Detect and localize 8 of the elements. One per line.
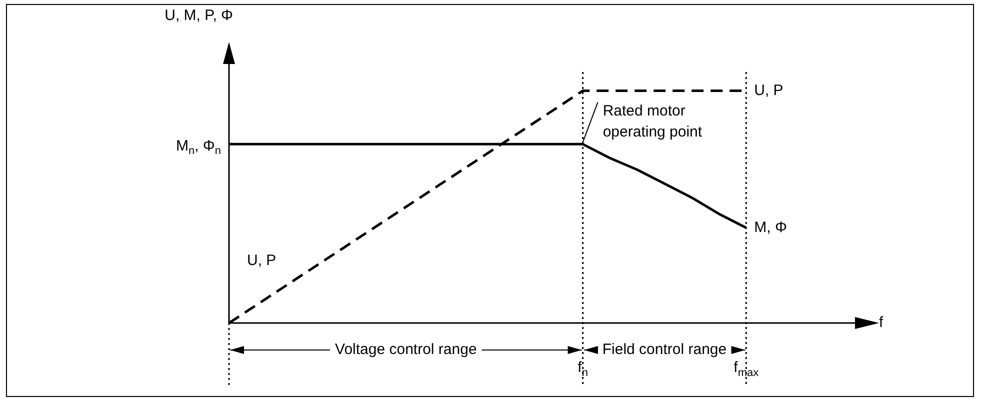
text: Voltage control range bbox=[335, 341, 477, 358]
annotation: Rated motor operating point bbox=[602, 102, 703, 140]
x-axis-title: f bbox=[879, 314, 884, 332]
series-label: U, P bbox=[754, 82, 784, 99]
series-label: M, Φ bbox=[754, 218, 787, 236]
y-axis-title: U, M, P, Φ bbox=[164, 7, 234, 24]
text: Field control range bbox=[602, 341, 727, 358]
annotation: U, P bbox=[247, 252, 276, 270]
